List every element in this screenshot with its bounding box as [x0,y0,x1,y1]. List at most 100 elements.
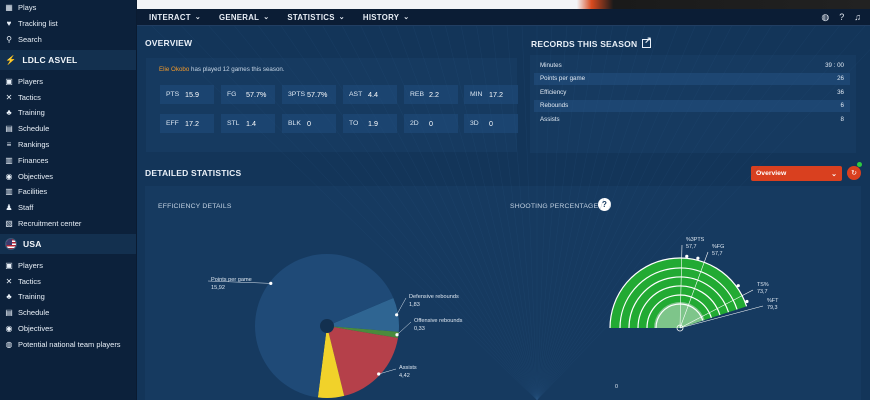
stat-value: 1.4 [246,119,256,128]
stat-box-reb: REB 2.2 [404,85,458,104]
pie-center [320,319,334,333]
record-row: Assists 8 [534,113,850,126]
help-button[interactable]: ? [598,198,611,211]
chevron-down-icon: ⌄ [338,14,345,21]
nav-history[interactable]: HISTORY ⌄ [351,13,416,22]
help-icon[interactable]: ? [839,12,845,22]
shooting-percentage-title: SHOOTING PERCENTAGE [510,203,599,210]
sidebar-item-tactics[interactable]: ✕ Tactics [0,273,136,289]
refresh-button[interactable]: ↻ [847,166,861,180]
radial-label: %3PTS [686,237,705,243]
stat-box-2d: 2D 0 [404,114,458,133]
pie-label-value: 0,33 [414,326,425,332]
stats-view-dropdown-value: Overview [756,170,787,177]
stat-value: 2.2 [429,90,439,99]
stat-value: 0 [489,119,493,128]
stats-view-dropdown[interactable]: Overview ⌄ [751,166,842,181]
radial-value: 57,7 [686,244,697,250]
basketball-icon[interactable]: ◍ [821,11,830,22]
sidebar-item-objectives[interactable]: ◉ Objectives [0,321,136,337]
nav-general[interactable]: GENERAL ⌄ [207,13,275,22]
stat-label: FG [227,91,237,98]
detailed-stats-title: DETAILED STATISTICS [145,168,242,178]
sidebar-item-players[interactable]: ▣ Players [0,73,136,89]
record-row: Minutes 39 : 00 [534,59,850,72]
sidebar-item-players[interactable]: ▣ Players [0,257,136,273]
charts-svg: Points per game 15,92 Defensive rebounds 1,… [151,26,870,400]
sidebar-item-label: Staff [18,203,34,213]
sidebar-item-label: Potential national team players [18,339,121,349]
played-games-text: has played 12 games this season. [189,66,285,73]
sidebar-item-search[interactable]: ⚲ Search [0,32,136,48]
pie-label-value: 1,83 [409,302,420,308]
sidebar-item-label: Schedule [18,124,50,134]
nav-statistics[interactable]: STATISTICS ⌄ [275,13,351,22]
stat-box-min: MIN 17.2 [464,85,518,104]
sidebar-item-plays[interactable]: ▦ Plays [0,0,136,16]
calendar-icon: ▤ [5,124,13,134]
stat-label: REB [410,91,424,98]
radial-point [685,254,689,258]
players-icon: ▣ [5,76,13,86]
sidebar-national-items: ▣ Players ✕ Tactics ♣ Training ▤ Schedule ◉ Objec… [0,257,136,352]
nav-interact[interactable]: INTERACT ⌄ [137,13,207,22]
stat-label: STL [227,120,240,127]
sidebar-item-facilities[interactable]: ▥ Facilities [0,184,136,200]
objectives-icon: ◉ [5,171,13,181]
stat-value: 4.4 [368,90,378,99]
record-label: Points per game [540,75,586,83]
notification-dot [857,162,862,167]
sidebar-item-rankings[interactable]: ≡ Rankings [0,137,136,153]
tactics-icon: ✕ [5,92,13,102]
sidebar-item-label: Finances [18,155,49,165]
pie-slice-assists[interactable] [327,326,398,396]
sidebar-item-label: Tracking list [18,19,58,29]
nav-label: STATISTICS [287,12,335,22]
main-content: OVERVIEW Elie Okobo has played 12 games … [137,26,870,400]
sidebar-section-club[interactable]: ⚡ LDLC ASVEL [0,50,136,71]
sidebar-item-tracking-list[interactable]: ♥ Tracking list [0,16,136,32]
tactics-icon: ✕ [5,276,13,286]
stat-box-blk: BLK 0 [282,114,336,133]
chevron-down-icon: ⌄ [831,170,837,178]
sidebar-item-recruitment-center[interactable]: ▧ Recruitment center [0,216,136,232]
sidebar-item-potential-national-team-players[interactable]: ◍ Potential national team players [0,336,136,352]
sidebar-item-label: Tactics [18,92,41,102]
player-name-link[interactable]: Elie Okobo [159,66,190,73]
sidebar-item-staff[interactable]: ♟ Staff [0,200,136,216]
sidebar-club-items: ▣ Players ✕ Tactics ♣ Training ▤ Schedule ≡ Ranki… [0,73,136,231]
stat-label: BLK [288,120,301,127]
music-icon[interactable]: ♫ [854,12,861,22]
radial-value: 79,3 [767,305,778,311]
sidebar-item-objectives[interactable]: ◉ Objectives [0,168,136,184]
sidebar-section-national-label: USA [23,239,42,250]
sidebar-item-schedule[interactable]: ▤ Schedule [0,305,136,321]
sidebar-item-label: Players [18,76,44,86]
pie-slice-steals[interactable] [317,326,345,398]
record-value: 8 [840,115,844,123]
radial-point [745,299,749,304]
pie-label-dot [377,372,381,376]
pie-slice-offensive-rebounds[interactable] [327,326,399,339]
stat-value: 57.7% [246,90,267,99]
chevron-down-icon: ⌄ [403,14,410,21]
sidebar-item-training[interactable]: ♣ Training [0,105,136,121]
sidebar-item-training[interactable]: ♣ Training [0,289,136,305]
stat-value: 17.2 [489,90,503,99]
sidebar-item-label: Tactics [18,276,41,286]
chevron-down-icon: ⌄ [263,14,270,21]
efficiency-pie-chart: Points per game 15,92 Defensive rebounds 1,… [207,254,463,398]
stat-label: TO [349,120,359,127]
external-link-icon[interactable] [642,35,652,48]
nav-label: HISTORY [362,12,400,22]
nav-label: INTERACT [149,12,191,22]
sidebar-section-national[interactable]: USA [0,234,136,255]
sidebar-item-tactics[interactable]: ✕ Tactics [0,89,136,105]
usa-flag-icon [5,238,17,251]
pie-slice-defensive-rebounds[interactable] [327,297,399,332]
sidebar-item-schedule[interactable]: ▤ Schedule [0,121,136,137]
records-title-text: RECORDS THIS SEASON [531,39,638,49]
sidebar-item-finances[interactable]: ▥ Finances [0,152,136,168]
sidebar-item-label: Rankings [18,139,50,149]
record-value: 39 : 00 [825,61,844,69]
